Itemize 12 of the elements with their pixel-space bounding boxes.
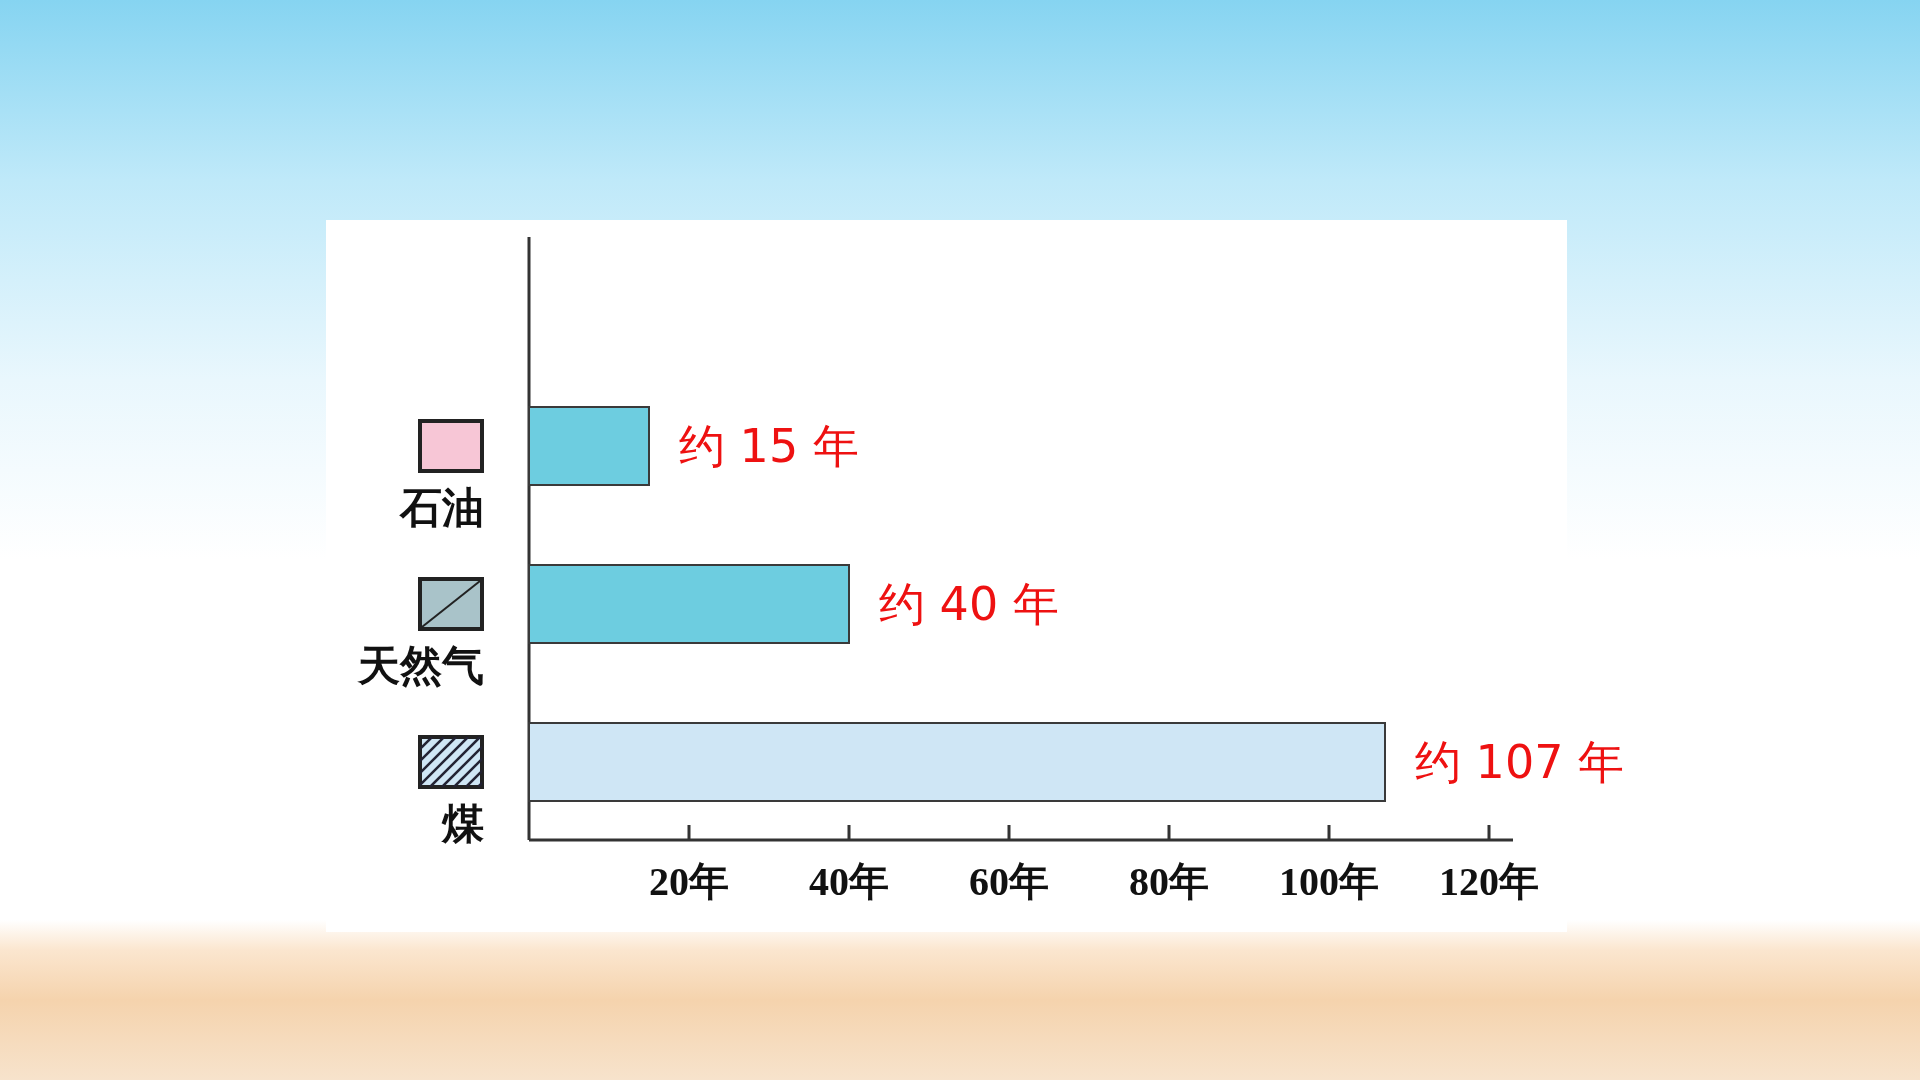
y-tick-label: 天然气 <box>357 641 484 690</box>
x-tick-label: 20年 <box>649 859 729 904</box>
data-label: 约 40 年 <box>879 577 1059 631</box>
x-tick-label: 80年 <box>1129 859 1209 904</box>
x-tick-label: 120年 <box>1439 859 1539 904</box>
y-tick-label: 煤 <box>441 799 484 848</box>
x-tick-label: 60年 <box>969 859 1049 904</box>
y-tick-label: 石油 <box>399 483 484 532</box>
data-label: 约 15 年 <box>679 419 859 473</box>
x-tick-label: 100年 <box>1279 859 1379 904</box>
data-label: 约 107 年 <box>1415 735 1625 789</box>
x-tick-label: 40年 <box>809 859 889 904</box>
